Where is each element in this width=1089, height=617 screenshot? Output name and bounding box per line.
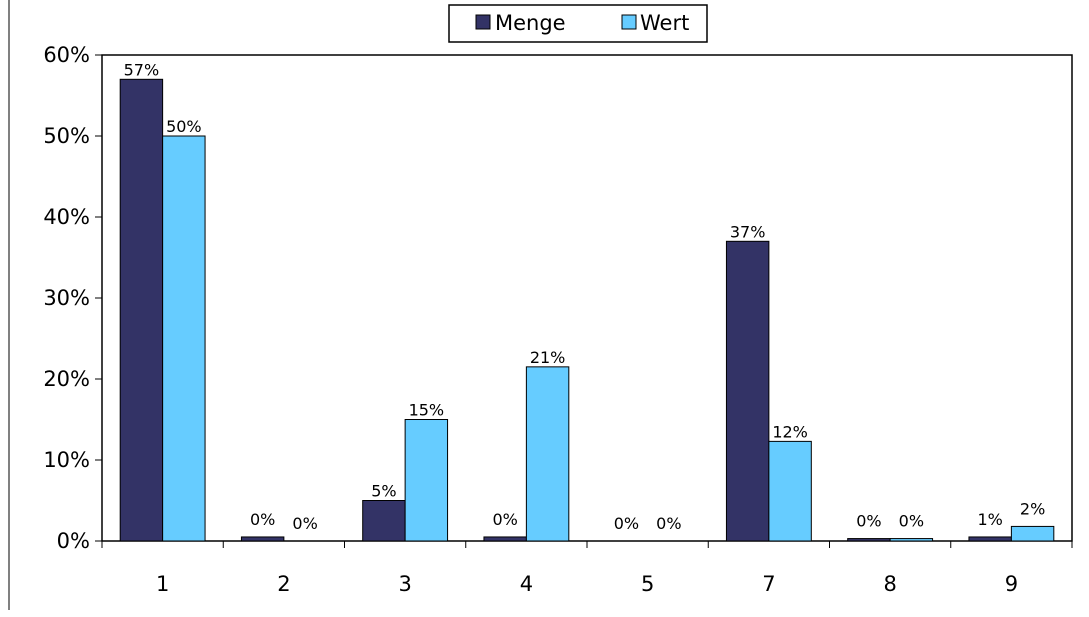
y-tick-label: 10% [43, 448, 90, 472]
x-tick-label: 1 [156, 572, 169, 596]
bar-wert [768, 440, 812, 542]
data-label-wert: 2% [1020, 499, 1045, 518]
y-tick-label: 40% [43, 205, 90, 229]
data-label-menge: 0% [614, 514, 639, 533]
x-tick-label: 8 [883, 572, 896, 596]
data-label-menge: 0% [856, 512, 881, 531]
y-tick-label: 20% [43, 367, 90, 391]
bar-wert [404, 419, 449, 542]
data-label-wert: 0% [656, 514, 681, 533]
y-tick-label: 0% [57, 529, 90, 553]
legend-label-wert: Wert [640, 11, 689, 35]
x-tick-label: 9 [1005, 572, 1018, 596]
x-tick-label: 4 [520, 572, 533, 596]
data-label-wert: 21% [530, 348, 566, 367]
data-label-menge: 57% [124, 60, 160, 79]
data-label-wert: 0% [899, 512, 924, 531]
legend-label-menge: Menge [495, 11, 566, 35]
data-label-menge: 0% [492, 510, 517, 529]
bar-wert [525, 366, 570, 542]
data-label-wert: 12% [772, 422, 808, 441]
bar-menge [483, 536, 527, 542]
legend: Menge Wert [448, 4, 708, 43]
y-tick-label: 60% [43, 43, 90, 67]
bar-wert [1010, 525, 1055, 542]
bar-menge [725, 240, 770, 542]
data-label-menge: 37% [730, 222, 766, 241]
data-label-wert: 15% [409, 401, 445, 420]
data-label-wert: 0% [292, 514, 317, 533]
bar-menge [847, 538, 891, 542]
legend-box [448, 4, 708, 43]
legend-swatch-menge [475, 14, 491, 30]
plot-area [101, 54, 1073, 542]
data-label-menge: 1% [977, 510, 1002, 529]
data-label-menge: 5% [371, 482, 396, 501]
bar-menge [119, 78, 164, 542]
bar-wert [889, 538, 934, 542]
bar-wert [162, 135, 206, 542]
data-label-menge: 0% [250, 510, 275, 529]
y-tick-label: 30% [43, 286, 90, 310]
x-tick-label: 5 [641, 572, 654, 596]
bar-menge [240, 536, 285, 542]
y-tick-label: 50% [43, 124, 90, 148]
legend-swatch-wert [621, 14, 637, 30]
x-tick-label: 3 [398, 572, 411, 596]
x-tick-label: 2 [277, 572, 290, 596]
y-axis: 0% 10% 20% 30% 40% 50% 60% [43, 43, 102, 553]
data-label-wert: 50% [166, 117, 202, 136]
x-axis: 1 2 3 4 5 7 8 9 [101, 541, 1073, 596]
bars [119, 78, 1055, 542]
bar-menge [968, 536, 1012, 542]
bar-menge [362, 500, 406, 542]
data-labels: 57% 0% 5% 0% 0% 37% 0% 1% 50% 0% 15% 21% 0% 12% 0% 2% [124, 60, 1046, 533]
x-tick-label: 7 [762, 572, 775, 596]
